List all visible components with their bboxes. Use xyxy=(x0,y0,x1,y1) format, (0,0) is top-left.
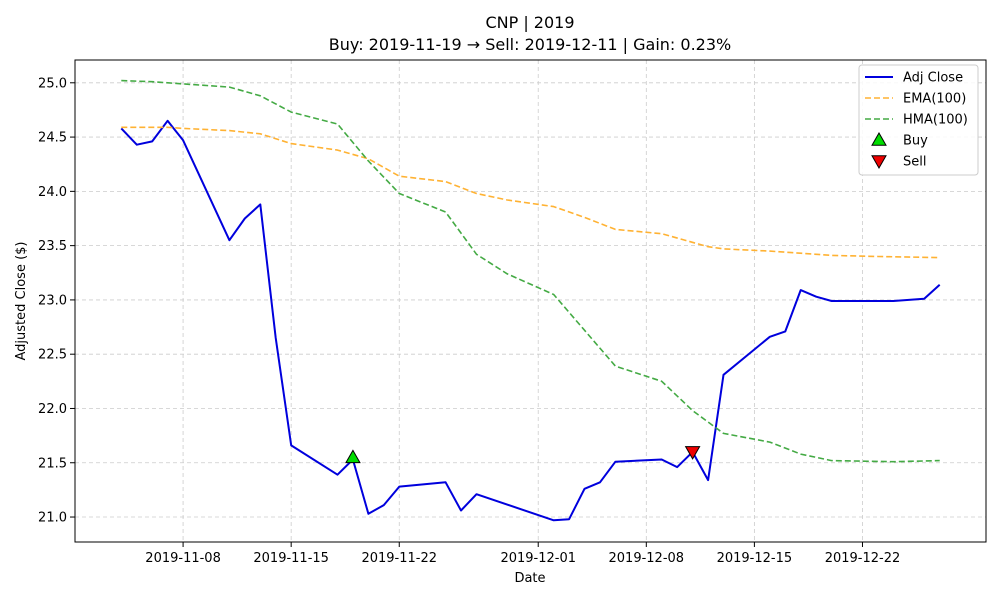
x-tick-label: 2019-12-01 xyxy=(500,551,576,566)
legend-label: EMA(100) xyxy=(903,92,966,107)
x-tick-label: 2019-11-22 xyxy=(361,551,437,566)
legend-label: Sell xyxy=(903,155,926,170)
legend-frame xyxy=(858,64,979,176)
buy-marker xyxy=(345,449,361,464)
legend-label: HMA(100) xyxy=(903,113,968,128)
series-line-hma-100 xyxy=(121,79,940,463)
legend-buy-icon xyxy=(871,131,887,146)
y-tick-label: 25.0 xyxy=(38,76,67,91)
legend-label: Buy xyxy=(903,134,928,149)
y-axis-label: Adjusted Close ($) xyxy=(14,242,29,361)
y-axis: 21.0 21.5 22.0 22.5 23.0 23.5 24.0 24.5 25.0 xyxy=(38,76,75,526)
marker-layer xyxy=(345,446,701,464)
grid xyxy=(75,60,986,542)
plot-frame xyxy=(74,59,987,543)
legend-sell-icon xyxy=(871,155,887,170)
x-tick-label: 2019-11-15 xyxy=(253,551,329,566)
x-tick-label: 2019-12-22 xyxy=(825,551,901,566)
x-tick-label: 2019-12-08 xyxy=(609,551,685,566)
y-tick-label: 24.5 xyxy=(38,131,67,146)
y-tick-label: 24.0 xyxy=(38,185,67,200)
y-tick-label: 23.5 xyxy=(38,239,67,254)
y-tick-label: 23.0 xyxy=(38,293,67,308)
y-tick-label: 21.0 xyxy=(38,511,67,526)
legend-label: Adj Close xyxy=(903,71,963,86)
series-line-adj-close xyxy=(120,119,941,522)
legend: Adj Close EMA(100) HMA(100) Buy Sell xyxy=(858,64,979,176)
sell-marker xyxy=(684,446,701,460)
x-tick-label: 2019-11-08 xyxy=(145,551,221,566)
series-line-ema-100 xyxy=(121,126,940,259)
y-tick-label: 22.0 xyxy=(38,402,67,417)
y-tick-label: 22.5 xyxy=(38,348,67,363)
x-axis: 2019-11-08 2019-11-15 2019-11-22 2019-12-01… xyxy=(145,542,900,566)
chart-title: CNP | 2019 xyxy=(485,13,574,32)
y-tick-label: 21.5 xyxy=(38,456,67,471)
x-axis-label: Date xyxy=(514,571,545,586)
series-layer xyxy=(120,79,941,522)
chart-subtitle: Buy: 2019-11-19 → Sell: 2019-12-11 | Gai… xyxy=(329,35,731,54)
x-tick-label: 2019-12-15 xyxy=(717,551,793,566)
